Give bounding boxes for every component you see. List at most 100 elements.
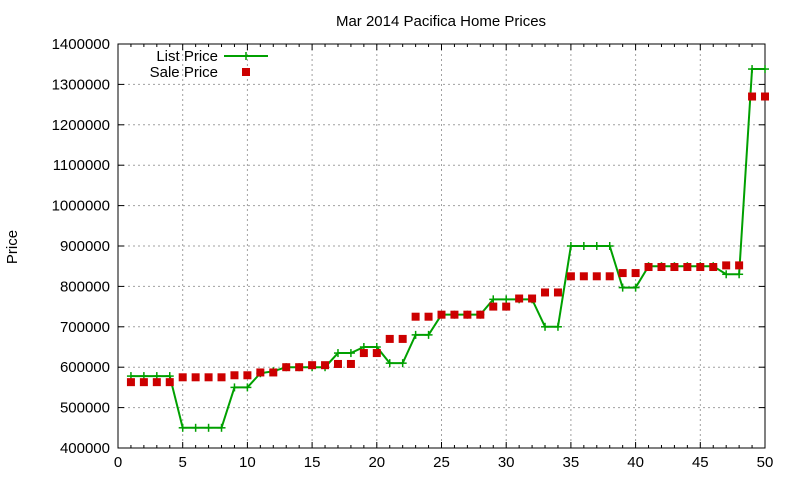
x-tick-label: 40: [627, 454, 644, 471]
sale-price-point: [139, 378, 148, 387]
list-price-line: [130, 68, 765, 429]
sale-price-point: [748, 92, 757, 101]
x-tick-label: 20: [368, 454, 385, 471]
sale-price-point: [346, 359, 355, 368]
chart-title: Mar 2014 Pacifica Home Prices: [336, 13, 546, 30]
sale-price-point: [308, 361, 317, 370]
list-price-point: [605, 242, 614, 250]
list-price-point: [346, 349, 355, 358]
sale-price-point: [269, 368, 278, 377]
list-price-point: [385, 359, 394, 368]
x-tick-label: 45: [692, 454, 709, 471]
sale-price-point: [243, 371, 252, 380]
list-price-point: [592, 242, 601, 250]
list-price-point: [243, 383, 252, 392]
list-price-point: [566, 242, 575, 250]
sale-price-point: [463, 310, 472, 319]
sale-price-point: [605, 272, 614, 281]
x-tick-label: 5: [179, 454, 187, 471]
grid: [118, 44, 765, 448]
list-price-point: [541, 322, 550, 331]
legend: List Price Sale Price: [150, 48, 268, 81]
sale-price-point: [152, 378, 161, 387]
sale-price-point: [411, 312, 420, 321]
sale-price-point: [528, 294, 537, 303]
series: [126, 65, 769, 432]
legend-swatch-sale-price: [242, 68, 250, 76]
list-price-point: [204, 423, 213, 432]
legend-label-list-price: List Price: [156, 48, 218, 65]
sale-price-point: [282, 363, 291, 372]
sale-price-point: [424, 312, 433, 321]
y-tick-label: 1100000: [53, 157, 110, 174]
list-price-point: [398, 359, 407, 368]
legend-swatch-list-price: [224, 52, 268, 60]
sale-price-point: [333, 359, 342, 368]
list-price-point: [618, 283, 627, 292]
y-tick-label: 1000000: [52, 198, 110, 215]
legend-plus-marker: [242, 52, 250, 60]
sale-price-point: [761, 92, 769, 101]
sale-price-point: [683, 263, 692, 272]
sale-price-point: [126, 378, 135, 387]
sale-price-point: [437, 310, 446, 319]
sale-price-point: [204, 373, 213, 382]
sale-price-point: [359, 349, 368, 358]
sale-price-point: [450, 310, 459, 319]
axis-ticks: 400000 500000 600000 700000 800000 900000 1000…: [52, 36, 774, 471]
x-tick-label: 25: [433, 454, 450, 471]
y-tick-label: 1200000: [52, 117, 110, 134]
sale-price-point: [722, 261, 731, 270]
x-tick-label: 35: [563, 454, 580, 471]
list-price-point: [748, 65, 757, 74]
list-price-point: [502, 295, 511, 304]
list-price-point: [424, 330, 433, 339]
x-tick-label: 0: [114, 454, 122, 471]
y-tick-label: 1400000: [52, 36, 110, 53]
sale-price-point: [398, 334, 407, 343]
list-price-point: [553, 322, 562, 331]
sale-price-point: [321, 361, 330, 370]
y-tick-label: 700000: [60, 319, 110, 336]
list-price-point: [735, 270, 744, 279]
y-axis-label: Price: [4, 230, 21, 264]
list-price-point: [489, 295, 498, 304]
list-price-point: [333, 349, 342, 358]
sale-price-point: [618, 269, 627, 278]
list-price-point: [722, 270, 731, 279]
sale-price-point: [670, 263, 679, 272]
sale-price-point: [489, 302, 498, 311]
legend-square-marker: [242, 68, 250, 76]
sale-price-point: [502, 302, 511, 311]
sale-price-point: [644, 263, 653, 272]
y-tick-label: 1300000: [52, 76, 110, 93]
x-tick-label: 10: [239, 454, 256, 471]
sale-price-point: [631, 269, 640, 278]
list-price-point: [579, 242, 588, 250]
x-tick-label: 15: [304, 454, 321, 471]
list-price-point: [191, 423, 200, 432]
list-price-point: [761, 65, 769, 74]
list-price-point: [178, 423, 187, 432]
sale-price-point: [295, 363, 304, 372]
sale-price-point: [178, 373, 187, 382]
list-price-point: [230, 383, 239, 392]
y-tick-label: 400000: [60, 440, 110, 457]
y-tick-label: 600000: [60, 359, 110, 376]
sale-price-point: [566, 272, 575, 281]
sale-price-point: [657, 263, 666, 272]
list-price-point: [217, 423, 226, 432]
legend-label-sale-price: Sale Price: [150, 64, 218, 81]
x-tick-label: 30: [498, 454, 515, 471]
y-tick-label: 900000: [60, 238, 110, 255]
sale-price-point: [709, 263, 718, 272]
sale-price-point: [476, 310, 485, 319]
list-price-point: [411, 330, 420, 339]
sale-price-point: [372, 349, 381, 358]
sale-price-point: [385, 334, 394, 343]
sale-price-point: [217, 373, 226, 382]
sale-price-point: [541, 288, 550, 297]
sale-price-point: [553, 288, 562, 297]
sale-price-point: [592, 272, 601, 281]
